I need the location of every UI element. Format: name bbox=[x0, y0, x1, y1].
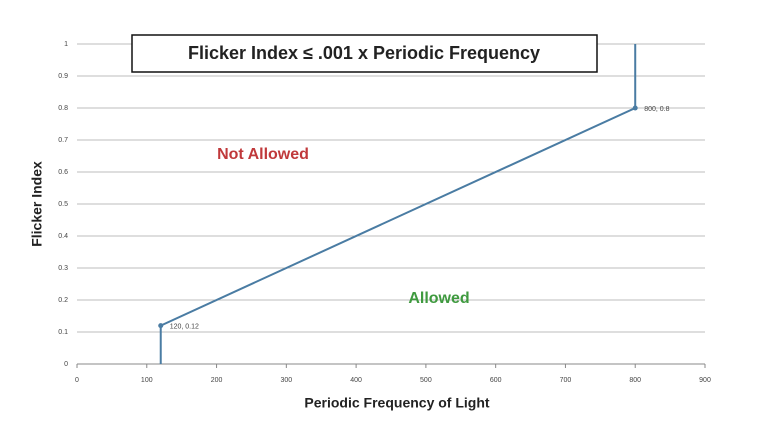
y-tick-label: 0.8 bbox=[58, 105, 68, 112]
x-axis-label: Periodic Frequency of Light bbox=[304, 395, 489, 411]
x-tick-label: 600 bbox=[490, 377, 502, 384]
x-tick-label: 300 bbox=[280, 377, 292, 384]
x-tick-label: 200 bbox=[211, 377, 223, 384]
annotation: Not Allowed bbox=[217, 146, 309, 163]
x-tick-label: 500 bbox=[420, 377, 432, 384]
data-line bbox=[159, 44, 637, 364]
y-tick-label: 0.6 bbox=[58, 169, 68, 176]
data-point bbox=[158, 323, 164, 329]
chart-title: Flicker Index ≤ .001 x Periodic Frequenc… bbox=[188, 43, 540, 63]
data-label: 800, 0.8 bbox=[644, 106, 669, 113]
y-tick-label: 0.2 bbox=[58, 297, 68, 304]
title-box bbox=[131, 34, 598, 73]
x-tick-label: 100 bbox=[141, 377, 153, 384]
y-tick-label: 0.1 bbox=[58, 329, 68, 336]
data-label: 120, 0.12 bbox=[170, 323, 199, 330]
x-tick-label: 700 bbox=[560, 377, 572, 384]
y-tick-label: 0.3 bbox=[58, 265, 68, 272]
x-tick-label: 900 bbox=[699, 377, 711, 384]
annotation: Allowed bbox=[408, 290, 469, 307]
y-axis-label: Flicker Index bbox=[29, 161, 45, 247]
x-tick-label: 400 bbox=[350, 377, 362, 384]
y-tick-label: 1 bbox=[64, 41, 68, 48]
y-tick-label: 0.4 bbox=[58, 233, 68, 240]
x-tick-label: 800 bbox=[629, 377, 641, 384]
data-point bbox=[632, 105, 638, 111]
x-tick-label: 0 bbox=[75, 377, 79, 384]
y-tick-label: 0.9 bbox=[58, 73, 68, 80]
y-tick-label: 0.5 bbox=[58, 201, 68, 208]
y-tick-label: 0.7 bbox=[58, 137, 68, 144]
y-tick-label: 0 bbox=[64, 361, 68, 368]
